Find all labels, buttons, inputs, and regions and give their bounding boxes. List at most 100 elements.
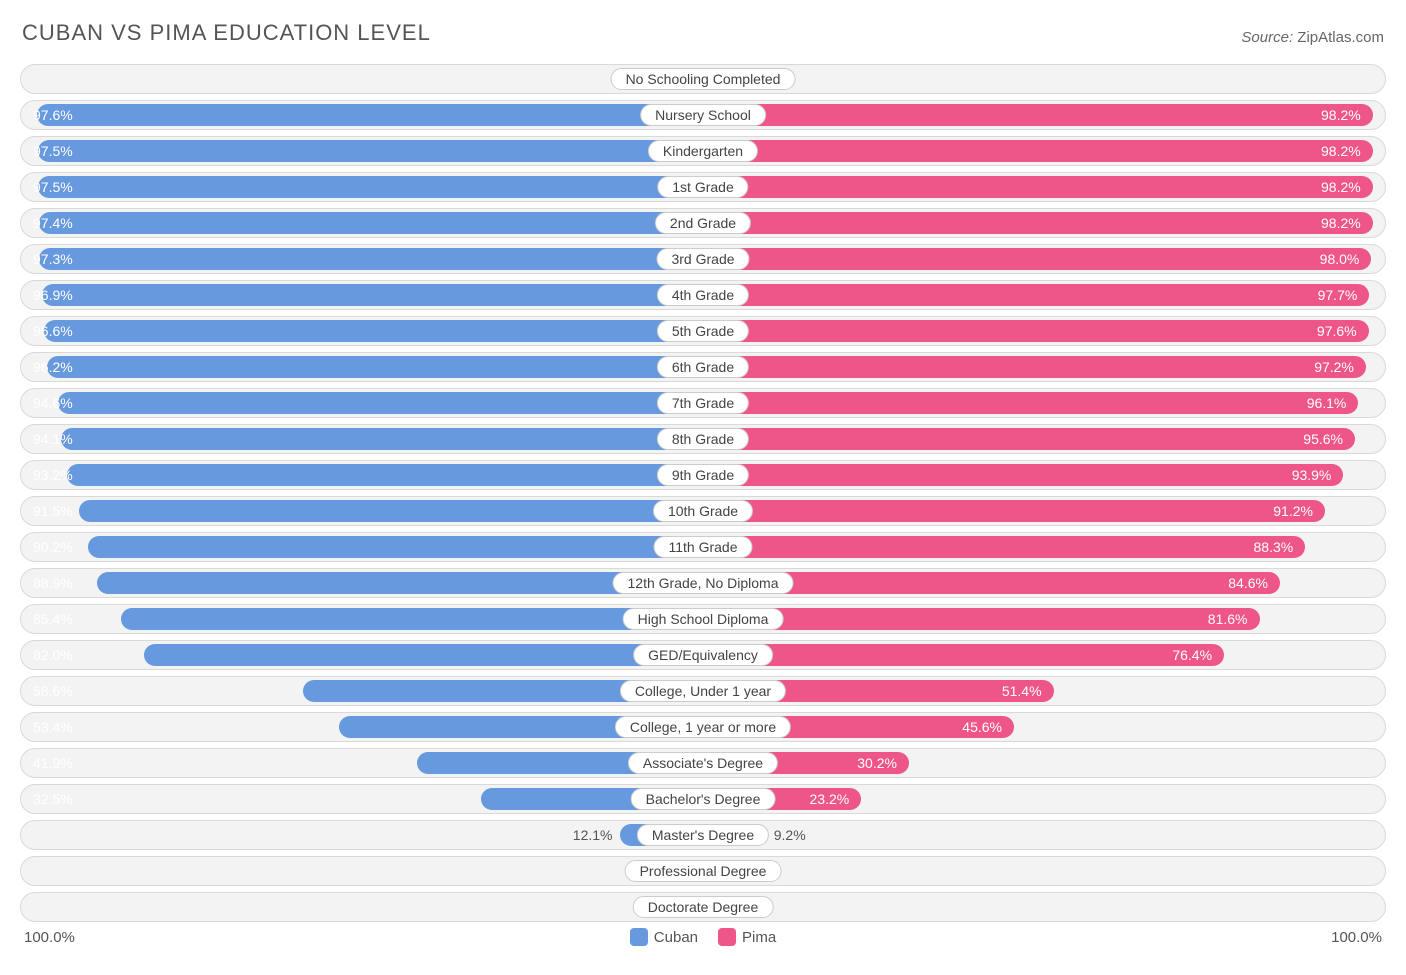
value-left: 12.1% <box>573 821 621 849</box>
value-left: 90.2% <box>21 533 636 561</box>
category-label: 5th Grade <box>657 320 749 342</box>
value-left: 96.6% <box>21 317 680 345</box>
value-left: 97.3% <box>21 245 685 273</box>
chart-row: 97.4% 98.2%2nd Grade <box>20 208 1386 238</box>
value-right: 97.2% <box>703 353 1366 381</box>
chart-row: 1.4%1.3%Doctorate Degree <box>20 892 1386 922</box>
value-right: 81.6% <box>703 605 1260 633</box>
chart-row: 96.9% 97.7%4th Grade <box>20 280 1386 310</box>
value-right: 97.6% <box>703 317 1369 345</box>
chart-title: CUBAN VS PIMA EDUCATION LEVEL <box>22 20 431 46</box>
category-label: 2nd Grade <box>655 212 751 234</box>
category-label: 6th Grade <box>657 356 749 378</box>
chart-row: 97.5% 98.2%Kindergarten <box>20 136 1386 166</box>
value-right: 93.9% <box>703 461 1343 489</box>
chart-row: 94.1% 95.6%8th Grade <box>20 424 1386 454</box>
value-left: 32.5% <box>21 785 243 813</box>
legend-item-left: Cuban <box>630 928 698 946</box>
chart-row: 97.6% 98.2%Nursery School <box>20 100 1386 130</box>
legend-item-right: Pima <box>718 928 776 946</box>
value-left: 96.9% <box>21 281 682 309</box>
chart-row: 88.9%84.6%12th Grade, No Diploma <box>20 568 1386 598</box>
legend-label-left: Cuban <box>654 929 698 946</box>
chart-row: 97.5%98.2%1st Grade <box>20 172 1386 202</box>
legend-swatch-left <box>630 928 648 946</box>
value-left: 82.0% <box>21 641 580 669</box>
chart-row: 97.3% 98.0%3rd Grade <box>20 244 1386 274</box>
axis-max-right: 100.0% <box>1331 929 1382 946</box>
category-label: Associate's Degree <box>628 752 778 774</box>
value-right: 98.0% <box>703 245 1371 273</box>
category-label: Professional Degree <box>625 860 782 882</box>
value-right: 88.3% <box>703 533 1305 561</box>
category-label: 8th Grade <box>657 428 749 450</box>
value-left: 85.4% <box>21 605 603 633</box>
category-label: 11th Grade <box>653 536 752 558</box>
chart-row: 12.1% 9.2%Master's Degree <box>20 820 1386 850</box>
value-right: 95.6% <box>703 425 1355 453</box>
value-left: 53.4% <box>21 713 385 741</box>
value-left: 93.2% <box>21 461 657 489</box>
value-left: 91.5% <box>21 497 645 525</box>
chart-row: 2.5%2.1%No Schooling Completed <box>20 64 1386 94</box>
category-label: 7th Grade <box>657 392 749 414</box>
value-left: 97.5% <box>21 137 686 165</box>
chart-footer: 100.0% Cuban Pima 100.0% <box>20 928 1386 946</box>
source-value: ZipAtlas.com <box>1297 29 1384 46</box>
category-label: No Schooling Completed <box>611 68 796 90</box>
value-right: 98.2% <box>703 209 1373 237</box>
value-left: 58.6% <box>21 677 421 705</box>
value-right: 91.2% <box>703 497 1325 525</box>
category-label: Kindergarten <box>648 140 758 162</box>
chart-row: 82.0% 76.4%GED/Equivalency <box>20 640 1386 670</box>
chart-row: 53.4%45.6%College, 1 year or more <box>20 712 1386 742</box>
category-label: Bachelor's Degree <box>631 788 776 810</box>
chart-source: Source: ZipAtlas.com <box>1241 29 1384 46</box>
value-right: 98.2% <box>703 173 1373 201</box>
value-left: 97.5% <box>21 173 686 201</box>
chart-row: 58.6%51.4%College, Under 1 year <box>20 676 1386 706</box>
value-left: 88.9% <box>21 569 627 597</box>
legend-label-right: Pima <box>742 929 776 946</box>
category-label: High School Diploma <box>623 608 784 630</box>
chart-row: 32.5%23.2%Bachelor's Degree <box>20 784 1386 814</box>
diverging-bar-chart: 2.5%2.1%No Schooling Completed 97.6% 98.2%… <box>20 64 1386 922</box>
category-label: 4th Grade <box>657 284 749 306</box>
category-label: 10th Grade <box>653 500 753 522</box>
category-label: College, 1 year or more <box>615 716 791 738</box>
source-label: Source: <box>1241 29 1293 46</box>
chart-row: 96.2% 97.2%6th Grade <box>20 352 1386 382</box>
value-left: 97.6% <box>21 101 687 129</box>
chart-row: 93.2% 93.9%9th Grade <box>20 460 1386 490</box>
category-label: Nursery School <box>640 104 766 126</box>
chart-row: 90.2% 88.3%11th Grade <box>20 532 1386 562</box>
value-left: 94.1% <box>21 425 663 453</box>
value-right: 9.2% <box>766 821 806 849</box>
category-label: 12th Grade, No Diploma <box>613 572 794 594</box>
value-right: 76.4% <box>703 641 1224 669</box>
category-label: Master's Degree <box>637 824 769 846</box>
chart-row: 41.9%30.2%Associate's Degree <box>20 748 1386 778</box>
chart-header: CUBAN VS PIMA EDUCATION LEVEL Source: Zi… <box>20 20 1386 46</box>
chart-row: 85.4% 81.6%High School Diploma <box>20 604 1386 634</box>
category-label: Doctorate Degree <box>633 896 774 918</box>
category-label: 3rd Grade <box>656 248 749 270</box>
chart-row: 91.5% 91.2%10th Grade <box>20 496 1386 526</box>
category-label: GED/Equivalency <box>633 644 773 666</box>
value-left: 41.9% <box>21 749 307 777</box>
value-right: 98.2% <box>703 101 1373 129</box>
axis-max-left: 100.0% <box>24 929 75 946</box>
chart-row: 94.6% 96.1%7th Grade <box>20 388 1386 418</box>
value-left: 97.4% <box>21 209 685 237</box>
value-right: 96.1% <box>703 389 1358 417</box>
chart-row: 4.0%3.3%Professional Degree <box>20 856 1386 886</box>
chart-row: 96.6% 97.6%5th Grade <box>20 316 1386 346</box>
legend: Cuban Pima <box>630 928 776 946</box>
value-left: 96.2% <box>21 353 677 381</box>
value-right: 97.7% <box>703 281 1369 309</box>
legend-swatch-right <box>718 928 736 946</box>
value-left: 94.6% <box>21 389 666 417</box>
value-right: 98.2% <box>703 137 1373 165</box>
category-label: 9th Grade <box>657 464 749 486</box>
category-label: College, Under 1 year <box>620 680 786 702</box>
